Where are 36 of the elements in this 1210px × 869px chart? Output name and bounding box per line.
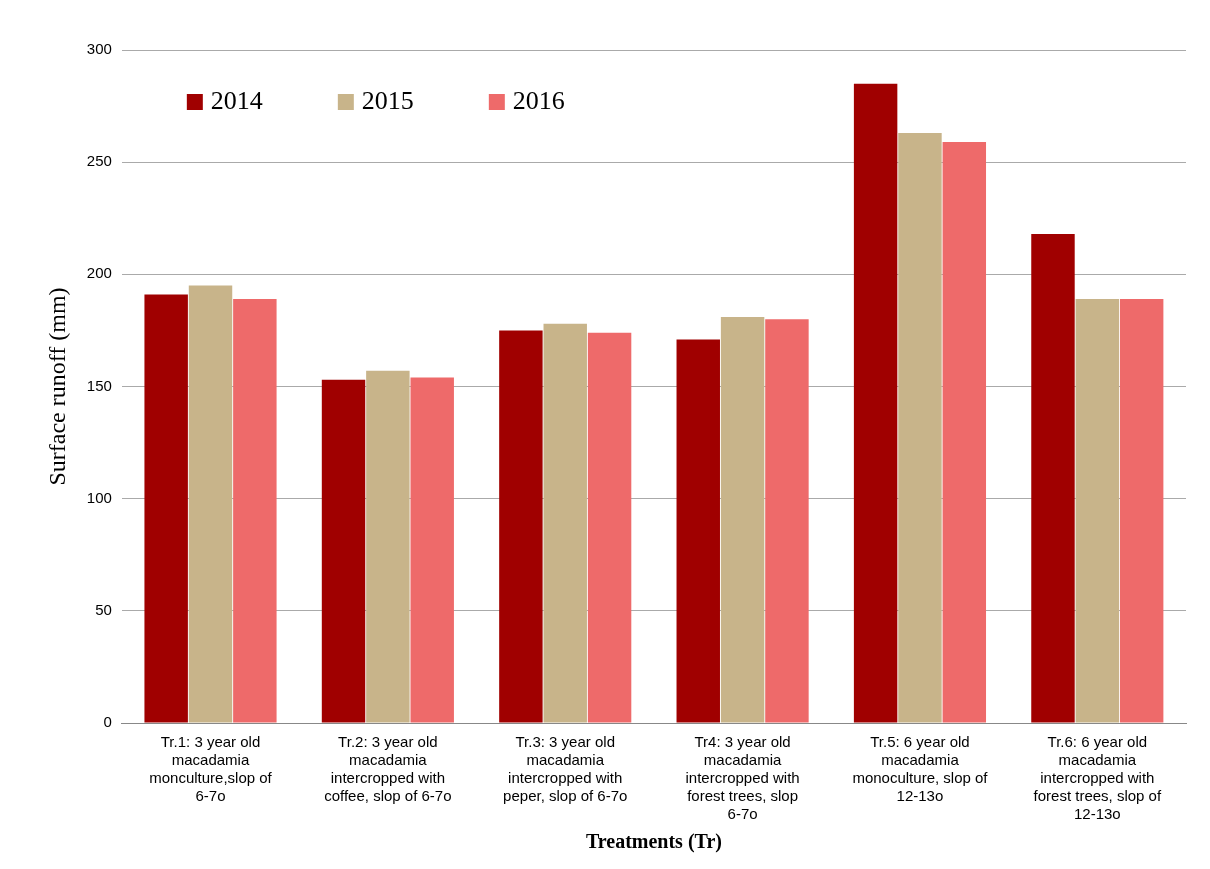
bar [1031, 233, 1075, 723]
bar [188, 285, 233, 723]
legend-label: 2014 [210, 85, 263, 115]
x-tick-label: Tr.6: 6 year old macadamia intercropped with forest trees, slop of 12-13o [1033, 733, 1162, 823]
bar [942, 141, 987, 723]
bar [233, 299, 277, 723]
x-tick-label: Tr.5: 6 year old macadamia monoculture, slop of 12-13o [852, 733, 989, 805]
y-tick-label: 0 [103, 713, 112, 731]
bar [321, 379, 366, 723]
y-tick-label: 50 [95, 600, 112, 618]
y-axis-title: Surface runoff (mm) [43, 287, 70, 486]
bar [144, 294, 188, 723]
bar [898, 133, 942, 723]
bar [410, 377, 454, 723]
x-tick-label: Tr.2: 3 year old macadamia intercropped with coffee, slop of 6-7o [324, 733, 452, 805]
x-tick-label: Tr.3: 3 year old macadamia intercropped with peper, slop of 6-7o [503, 733, 628, 805]
bar [587, 332, 632, 723]
x-tick-label: Tr.1: 3 year old macadamia monculture,slop of 6-7o [149, 733, 273, 805]
y-tick-label: 200 [86, 264, 112, 282]
x-axis-title: Treatments (Tr) [585, 830, 722, 854]
bar [1119, 299, 1164, 723]
bar [543, 323, 587, 723]
y-tick-label: 250 [86, 152, 112, 170]
bar [1075, 299, 1120, 723]
bar [676, 339, 720, 723]
bar [366, 370, 410, 723]
x-tick-label: Tr4: 3 year old macadamia intercropped with forest trees, slop 6-7o [685, 733, 800, 823]
bar [720, 316, 765, 723]
bar [853, 83, 898, 723]
legend-label: 2016 [512, 85, 565, 115]
y-tick-label: 150 [86, 376, 112, 394]
bar [499, 330, 543, 723]
y-tick-label: 100 [86, 488, 112, 506]
legend-label: 2015 [361, 85, 414, 115]
y-tick-label: 300 [86, 40, 112, 58]
bar [765, 319, 809, 723]
